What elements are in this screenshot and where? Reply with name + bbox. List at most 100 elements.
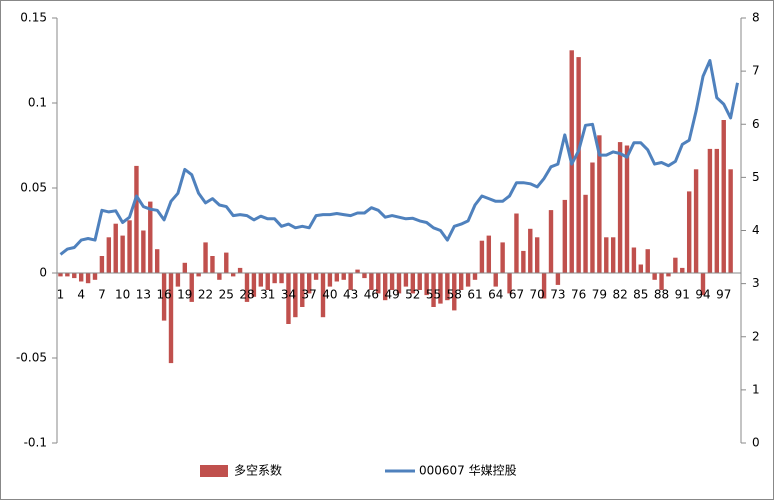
bar	[72, 273, 77, 279]
bar	[507, 273, 512, 294]
bar	[348, 273, 353, 290]
line	[59, 59, 739, 256]
y2-tick-label: 4	[752, 223, 760, 237]
x-tick-label: 73	[550, 288, 565, 302]
bar	[362, 273, 367, 279]
x-tick-label: 76	[571, 288, 586, 302]
bar	[230, 273, 236, 277]
x-tick-label: 37	[302, 288, 317, 302]
bar	[514, 213, 519, 273]
bar	[265, 273, 270, 290]
bar	[113, 223, 118, 273]
bar	[673, 257, 678, 273]
bar	[217, 273, 222, 280]
x-tick-label: 19	[177, 288, 192, 302]
bar	[645, 249, 650, 273]
bar	[424, 273, 429, 296]
bar	[293, 273, 298, 318]
bar	[680, 267, 685, 273]
bar	[154, 249, 160, 273]
y2-tick-label: 6	[752, 117, 760, 131]
bar	[168, 273, 174, 364]
bar	[334, 273, 340, 282]
x-tick-label: 58	[447, 288, 462, 302]
bar	[134, 165, 139, 273]
bar	[652, 273, 657, 280]
bar	[182, 262, 188, 273]
bar	[355, 269, 360, 273]
bar	[65, 273, 70, 277]
x-tick-label: 25	[219, 288, 234, 302]
bar	[631, 247, 637, 273]
bar	[562, 199, 568, 273]
bar	[728, 169, 733, 273]
bar	[700, 273, 706, 296]
bar	[707, 148, 713, 273]
bar	[521, 250, 526, 273]
x-tick-label: 79	[592, 288, 607, 302]
bar	[597, 135, 602, 273]
x-tick-label: 64	[488, 288, 503, 302]
bar	[189, 273, 194, 302]
bar	[583, 194, 588, 273]
y-tick-label: 0.05	[20, 181, 47, 195]
x-tick-label: 88	[654, 288, 669, 302]
y2-tick-label: 1	[752, 382, 760, 396]
x-tick-label: 4	[77, 288, 85, 302]
bar	[58, 273, 63, 277]
bar	[548, 210, 554, 273]
y2-tick-label: 5	[752, 170, 760, 184]
bar	[396, 273, 402, 294]
bar	[258, 273, 264, 287]
x-tick-label: 22	[198, 288, 213, 302]
bar	[666, 273, 671, 277]
bar	[175, 273, 181, 287]
x-tick-label: 85	[633, 288, 648, 302]
y2-tick-label: 3	[752, 276, 760, 290]
bar	[120, 235, 125, 273]
bar	[85, 273, 91, 284]
bar	[528, 228, 533, 273]
x-tick-label: 40	[322, 288, 337, 302]
bar	[624, 145, 630, 273]
bar	[500, 242, 505, 273]
x-tick-label: 97	[716, 288, 731, 302]
bar	[493, 273, 498, 287]
bar	[693, 169, 699, 273]
x-tick-label: 1	[57, 288, 65, 302]
x-tick-label: 10	[115, 288, 130, 302]
bar	[224, 252, 229, 273]
bar	[541, 273, 547, 299]
bar	[382, 273, 388, 301]
bar	[161, 273, 167, 321]
bar	[203, 242, 208, 273]
bar	[313, 273, 319, 280]
bar	[610, 237, 616, 273]
bar	[486, 235, 492, 273]
legend-label: 多空系数	[234, 463, 282, 478]
y2-tick-label: 0	[752, 436, 760, 450]
x-tick-label: 43	[343, 288, 358, 302]
bar	[403, 273, 409, 287]
x-tick-label: 46	[364, 288, 379, 302]
bar	[445, 273, 450, 301]
x-tick-label: 16	[156, 288, 171, 302]
bar	[210, 256, 215, 273]
bar	[417, 273, 422, 290]
bar	[714, 148, 720, 273]
bar	[272, 273, 277, 284]
bar	[141, 230, 146, 273]
bar	[389, 273, 395, 290]
bar	[237, 267, 243, 273]
y-tick-label: 0.1	[28, 96, 47, 110]
bar	[472, 273, 478, 280]
bar	[300, 273, 305, 307]
x-tick-label: 31	[260, 288, 275, 302]
bar	[106, 237, 112, 273]
bar	[604, 237, 609, 273]
bar	[576, 57, 581, 273]
bar	[534, 237, 540, 273]
bar	[306, 273, 312, 294]
bar	[127, 220, 132, 273]
